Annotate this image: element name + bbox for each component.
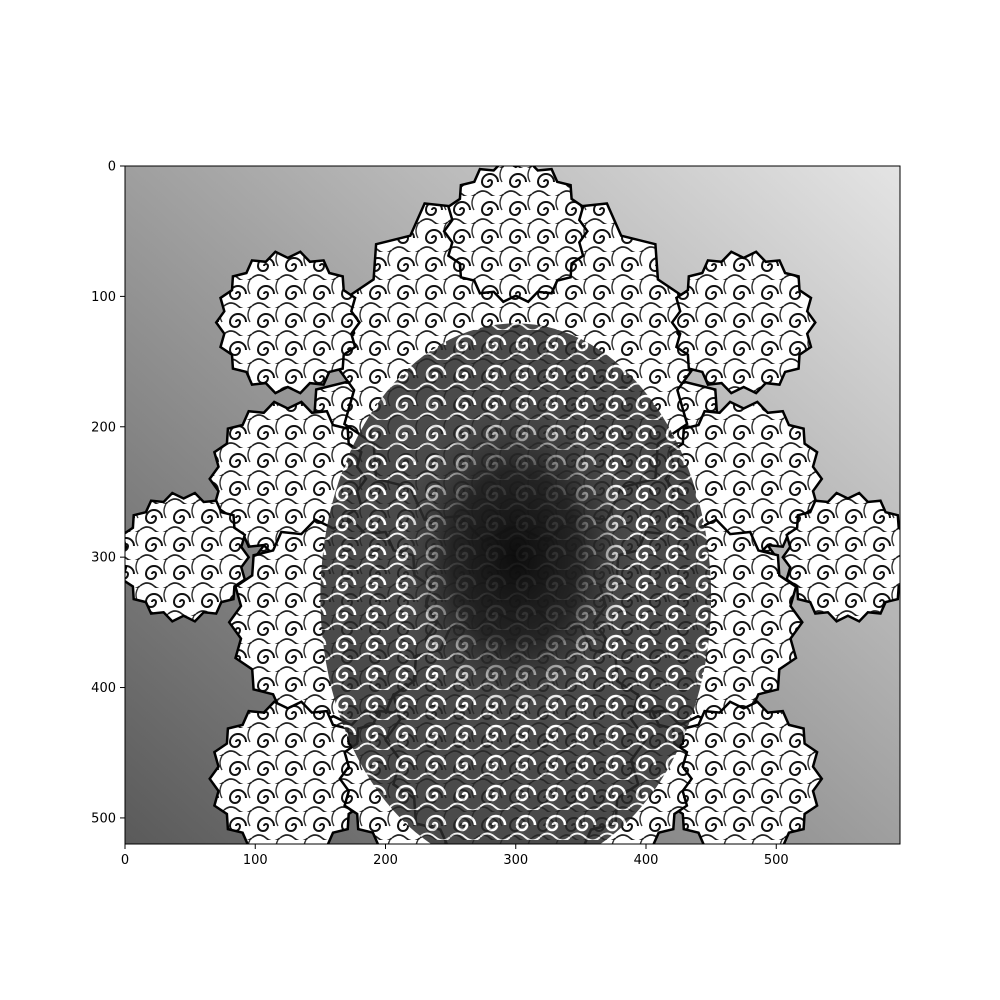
x-axis: 0 100 200 300 400 500 [121, 844, 789, 868]
fractal-lobe [670, 250, 817, 395]
plot-area [125, 166, 900, 844]
fractal-lobe [125, 491, 251, 623]
fractal-core-shade [398, 400, 633, 714]
fractal-lobe [442, 166, 589, 304]
y-tick-label: 0 [108, 160, 116, 175]
fractal-lobe [208, 700, 368, 844]
y-tick-label: 400 [91, 681, 116, 696]
x-tick-label: 400 [634, 853, 659, 868]
fractal-lobe [214, 250, 362, 395]
x-tick-label: 0 [121, 853, 129, 868]
fractal-lobe [781, 491, 900, 623]
y-tick-label: 200 [91, 420, 116, 435]
x-tick-label: 200 [373, 853, 398, 868]
x-tick-label: 100 [243, 853, 268, 868]
y-tick-label: 500 [91, 811, 116, 826]
y-tick-label: 300 [91, 551, 116, 566]
y-axis: 0 100 200 300 400 500 [91, 160, 125, 826]
x-tick-label: 500 [764, 853, 789, 868]
plot-frame [124, 165, 901, 845]
y-tick-label: 100 [91, 290, 116, 305]
fractal-shape [125, 166, 900, 844]
x-tick-label: 300 [503, 853, 528, 868]
